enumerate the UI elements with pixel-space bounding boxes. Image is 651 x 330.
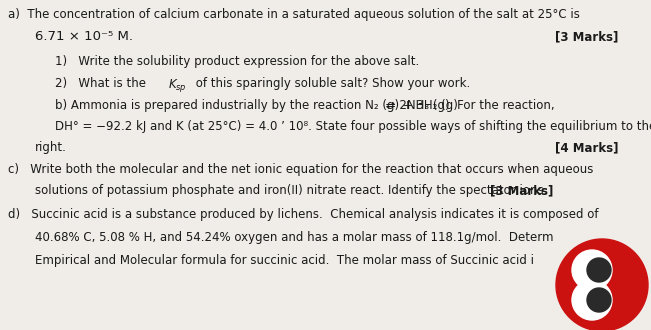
Text: b) Ammonia is prepared industrially by the reaction N₂ (g) + 3H₂ (g): b) Ammonia is prepared industrially by t…	[55, 99, 458, 112]
Text: 1)   Write the solubility product expression for the above salt.: 1) Write the solubility product expressi…	[55, 55, 419, 68]
Text: of this sparingly soluble salt? Show your work.: of this sparingly soluble salt? Show you…	[192, 77, 470, 90]
Text: 6.71 × 10⁻⁵ M.: 6.71 × 10⁻⁵ M.	[35, 30, 133, 43]
Text: Empirical and Molecular formula for succinic acid.  The molar mass of Succinic a: Empirical and Molecular formula for succ…	[35, 254, 534, 267]
Text: [4 Marks]: [4 Marks]	[555, 141, 618, 154]
Text: DH° = −92.2 kJ and K (at 25°C) = 4.0 ’ 10⁸. State four possible ways of shifting: DH° = −92.2 kJ and K (at 25°C) = 4.0 ’ 1…	[55, 120, 651, 133]
Text: solutions of potassium phosphate and iron(II) nitrate react. Identify the specta: solutions of potassium phosphate and iro…	[35, 184, 547, 197]
Circle shape	[572, 280, 612, 320]
Text: d)   Succinic acid is a substance produced by lichens.  Chemical analysis indica: d) Succinic acid is a substance produced…	[8, 208, 598, 221]
Text: 2)   What is the: 2) What is the	[55, 77, 146, 90]
Text: [3 Marks]: [3 Marks]	[490, 184, 553, 197]
Text: [3 Marks]: [3 Marks]	[555, 30, 618, 43]
Text: 40.68% C, 5.08 % H, and 54.24% oxygen and has a molar mass of 118.1g/mol.  Deter: 40.68% C, 5.08 % H, and 54.24% oxygen an…	[35, 231, 553, 244]
Text: right.: right.	[35, 141, 67, 154]
Circle shape	[572, 250, 612, 290]
Text: c)   Write both the molecular and the net ionic equation for the reaction that o: c) Write both the molecular and the net …	[8, 163, 593, 176]
Circle shape	[556, 239, 648, 330]
Circle shape	[587, 288, 611, 312]
Text: a)  The concentration of calcium carbonate in a saturated aqueous solution of th: a) The concentration of calcium carbonat…	[8, 8, 580, 21]
Text: $K_{sp}$: $K_{sp}$	[168, 77, 187, 94]
Text: ⇌ 2NH₃ (g). For the reaction,: ⇌ 2NH₃ (g). For the reaction,	[382, 99, 555, 112]
Circle shape	[587, 258, 611, 282]
